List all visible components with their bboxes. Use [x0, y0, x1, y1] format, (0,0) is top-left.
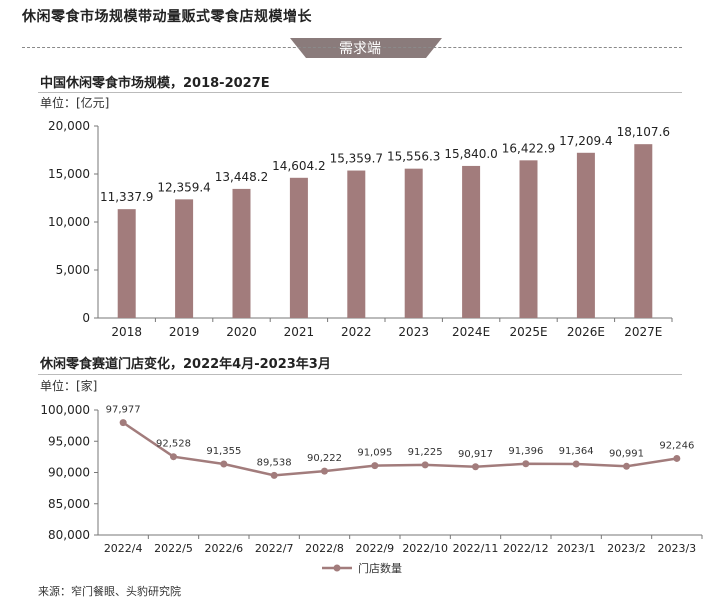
bar-value-label: 17,209.4	[559, 134, 612, 148]
bar-value-label: 15,840.0	[444, 147, 497, 161]
source-note: 来源：窄门餐眼、头豹研究院	[38, 585, 181, 598]
x-tick-label: 2023/1	[557, 542, 596, 555]
chart1-title: 中国休闲零食市场规模，2018-2027E	[40, 76, 270, 91]
x-tick-label: 2026E	[567, 325, 605, 339]
point-value-label: 90,222	[307, 453, 342, 464]
x-tick-label: 2022/11	[453, 542, 499, 555]
bar-value-label: 11,337.9	[100, 190, 153, 204]
bar	[232, 188, 251, 318]
point-value-label: 91,225	[408, 447, 443, 458]
chart2-divider	[38, 374, 682, 375]
y-tick-label: 85,000	[48, 497, 90, 511]
data-point	[572, 460, 580, 468]
y-tick-label: 10,000	[48, 215, 90, 229]
x-tick-label: 2022/4	[104, 542, 143, 555]
y-tick-label: 100,000	[40, 403, 90, 417]
x-tick-label: 2027E	[624, 325, 662, 339]
x-tick-label: 2022	[341, 325, 372, 339]
x-tick-label: 2023/2	[607, 542, 646, 555]
legend-marker	[333, 564, 341, 572]
data-point	[421, 461, 429, 469]
bar	[175, 199, 194, 318]
bar	[289, 177, 308, 318]
chart2-title: 休闲零食赛道门店变化，2022年4月-2023年3月	[40, 357, 331, 372]
point-value-label: 90,917	[458, 449, 493, 460]
x-tick-label: 2020	[226, 325, 257, 339]
bar	[347, 170, 366, 318]
data-point	[522, 460, 530, 468]
chart2-unit: 单位：[家]	[40, 379, 98, 393]
x-tick-label: 2023	[398, 325, 429, 339]
x-tick-label: 2024E	[452, 325, 490, 339]
bar	[404, 168, 423, 318]
chart1-unit: 单位：[亿元]	[40, 96, 110, 110]
point-value-label: 91,396	[508, 446, 543, 457]
point-value-label: 91,355	[206, 446, 241, 457]
point-value-label: 92,246	[659, 440, 694, 451]
x-tick-label: 2025E	[509, 325, 547, 339]
bar	[634, 144, 653, 318]
chart1-divider	[38, 92, 682, 93]
data-point	[119, 419, 127, 427]
data-point	[220, 460, 228, 468]
point-value-label: 90,991	[609, 448, 644, 459]
y-tick-label: 95,000	[48, 434, 90, 448]
y-tick-label: 20,000	[48, 119, 90, 133]
bar	[462, 165, 481, 318]
data-point	[270, 471, 278, 479]
bar-value-label: 16,422.9	[502, 141, 555, 155]
bar-value-label: 13,448.2	[215, 170, 268, 184]
x-tick-label: 2021	[284, 325, 315, 339]
y-tick-label: 80,000	[48, 528, 90, 542]
bar-value-label: 15,359.7	[330, 152, 383, 166]
x-tick-label: 2019	[169, 325, 200, 339]
banner-arrow	[290, 38, 442, 58]
point-value-label: 97,977	[106, 405, 141, 416]
bar-value-label: 15,556.3	[387, 150, 440, 164]
data-point	[673, 454, 681, 462]
y-tick-label: 5,000	[56, 263, 90, 277]
bar	[519, 160, 538, 318]
bar	[117, 209, 136, 318]
bar	[576, 152, 595, 318]
x-tick-label: 2018	[111, 325, 142, 339]
x-tick-label: 2022/10	[402, 542, 448, 555]
x-tick-label: 2022/12	[503, 542, 549, 555]
data-point	[170, 453, 177, 461]
data-point	[472, 463, 479, 471]
point-value-label: 91,095	[357, 448, 392, 459]
y-tick-label: 15,000	[48, 167, 90, 181]
x-tick-label: 2022/6	[204, 542, 243, 555]
legend-label: 门店数量	[358, 561, 402, 575]
data-point	[371, 462, 379, 470]
page-title: 休闲零食市场规模带动量贩式零食店规模增长	[22, 9, 312, 25]
point-value-label: 91,364	[559, 446, 594, 457]
x-tick-label: 2022/5	[154, 542, 193, 555]
x-tick-label: 2022/7	[255, 542, 294, 555]
point-value-label: 89,538	[257, 457, 292, 468]
x-tick-label: 2022/9	[355, 542, 394, 555]
bar-value-label: 12,359.4	[157, 180, 210, 194]
x-tick-label: 2023/3	[657, 542, 696, 555]
series-line	[122, 421, 678, 477]
data-point	[623, 462, 630, 470]
title-divider	[22, 47, 682, 48]
y-tick-label: 90,000	[48, 466, 90, 480]
point-value-label: 92,528	[156, 439, 191, 450]
bar-chart: 0 5,000 10,000 15,000 20,000 11,337.9 2018 12,3…	[48, 119, 673, 339]
line-chart: 80,000 85,000 90,000 95,000 100,000 97,977 202…	[40, 403, 703, 575]
x-tick-label: 2022/8	[305, 542, 344, 555]
bar-value-label: 18,107.6	[617, 125, 670, 139]
data-point	[321, 467, 328, 475]
banner-label: 需求端	[339, 41, 381, 57]
bar-value-label: 14,604.2	[272, 159, 325, 173]
y-tick-label: 0	[82, 311, 90, 325]
